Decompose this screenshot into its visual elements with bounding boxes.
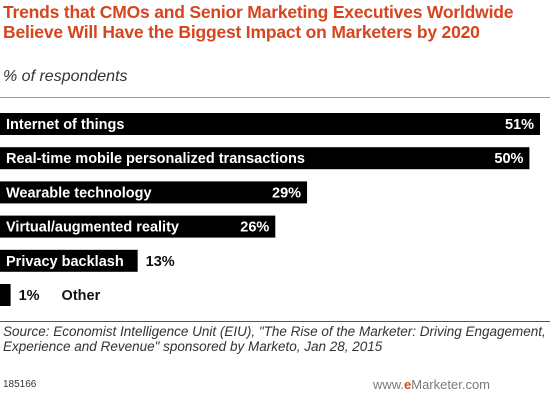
value-label-virtual-augmented-reality: 26% [240,220,269,236]
brand-prefix: www. [372,377,405,392]
brand-name: Marketer [411,377,462,392]
brand-mark: e [404,377,412,392]
chart-title: Trends that CMOs and Senior Marketing Ex… [3,2,514,42]
chart-subtitle: % of respondents [3,68,128,85]
bar-real-time-mobile-personalized-transactions [0,147,530,170]
bar-virtual-augmented-reality [0,215,276,238]
value-label-internet-of-things: 51% [505,117,534,133]
bar-other [0,284,11,306]
top-divider [0,97,550,98]
bar-wearable-technology [0,181,308,204]
category-label-internet-of-things: Internet of things [6,117,124,133]
source-note: Source: Economist Intelligence Unit (EIU… [3,324,546,354]
category-label-virtual-augmented-reality: Virtual/augmented reality [6,220,179,236]
category-label-privacy-backlash: Privacy backlash [6,254,124,270]
value-label-other: 1% [19,288,40,304]
category-label-other: Other [62,288,101,304]
bar-privacy-backlash [0,249,138,272]
bar-chart: Internet of things 51% Real-time mobile pe… [0,113,540,306]
category-label-wearable-technology: Wearable technology [6,185,152,201]
bar-internet-of-things [0,113,540,135]
value-label-privacy-backlash: 13% [146,254,175,270]
bottom-divider [0,321,550,322]
category-label-real-time-mobile-personalized-transactions: Real-time mobile personalized transactio… [6,151,305,167]
brand-logo: www.eMarketer.com [373,377,490,392]
value-label-real-time-mobile-personalized-transactions: 50% [494,151,523,167]
value-label-wearable-technology: 29% [272,185,301,201]
chart-id: 185166 [3,379,37,390]
brand-suffix: .com [461,377,490,392]
